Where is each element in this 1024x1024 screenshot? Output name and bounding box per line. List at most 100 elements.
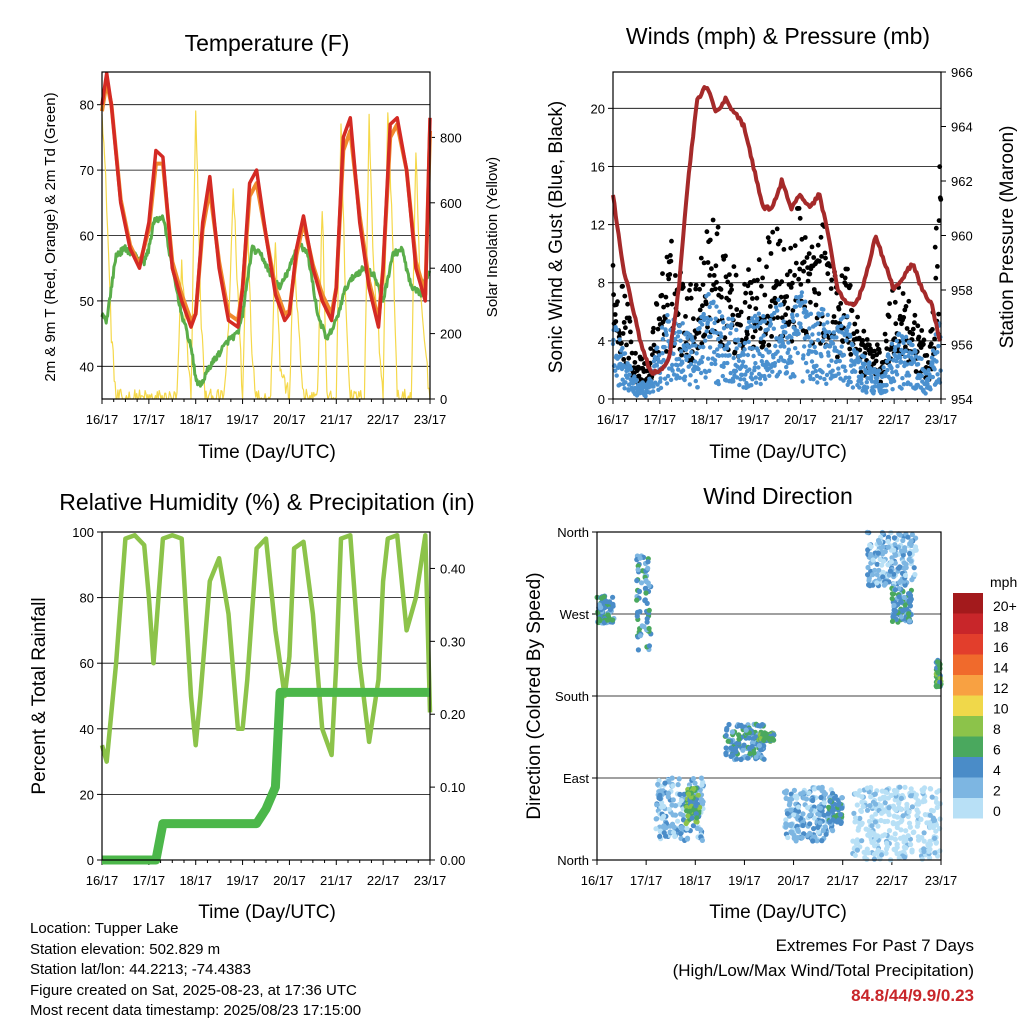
wind-point	[664, 381, 670, 386]
gust-point	[711, 273, 717, 278]
wind-point	[749, 383, 754, 388]
wind-point	[662, 345, 667, 350]
wind-point	[889, 366, 894, 371]
gust-point	[661, 304, 666, 310]
wind-point	[881, 365, 886, 370]
wind-point	[915, 362, 921, 367]
direction-point	[852, 819, 858, 825]
wind-point	[717, 309, 722, 314]
gust-point	[882, 331, 888, 337]
wind-point	[742, 340, 748, 346]
x-tick-label: 16/17	[581, 873, 614, 888]
x-tick-label: 22/17	[878, 412, 911, 427]
direction-point	[643, 590, 649, 596]
wind-point	[651, 384, 656, 389]
legend-swatch	[953, 736, 983, 757]
direction-point	[932, 835, 938, 841]
direction-point	[733, 756, 740, 762]
direction-point	[788, 823, 794, 829]
wind-point	[748, 324, 753, 329]
direction-point	[685, 813, 691, 819]
wind-point	[901, 382, 907, 387]
direction-point	[870, 557, 876, 563]
wind-point	[848, 379, 853, 385]
direction-point	[932, 817, 938, 823]
x-tick-label: 17/17	[630, 873, 663, 888]
wind-point	[741, 352, 746, 357]
gust-point	[699, 341, 705, 346]
wind-point	[775, 349, 780, 354]
wind-point	[818, 375, 823, 380]
wind-point	[632, 374, 637, 379]
gust-point	[899, 321, 904, 327]
wind-point	[614, 373, 619, 378]
direction-point	[912, 547, 918, 554]
wind-point	[834, 335, 839, 340]
x-tick-label: 23/17	[925, 873, 958, 888]
gust-point	[847, 346, 853, 352]
wind-point	[647, 390, 652, 395]
plot-frame	[101, 71, 431, 400]
direction-point	[644, 600, 650, 607]
gust-point	[766, 239, 772, 245]
gust-point	[847, 283, 853, 288]
wind-point	[675, 334, 681, 339]
wind-point	[772, 310, 777, 316]
direction-point	[738, 756, 744, 762]
gust-point	[840, 339, 846, 344]
direction-point	[605, 617, 611, 623]
y-tick-label: East	[563, 771, 589, 786]
direction-point	[671, 824, 677, 830]
gust-point	[770, 229, 776, 235]
wind-point	[853, 369, 858, 374]
gust-point	[701, 260, 707, 266]
wind-point	[716, 353, 722, 358]
direction-point	[879, 562, 885, 568]
gust-point	[727, 272, 732, 277]
direction-point	[814, 838, 820, 844]
gust-point	[612, 312, 618, 317]
direction-point	[645, 565, 651, 571]
direction-point	[874, 580, 880, 586]
gust-point	[906, 298, 912, 304]
wind-point	[806, 335, 811, 340]
gust-point	[790, 280, 795, 286]
gust-point	[805, 278, 811, 284]
direction-point	[880, 544, 886, 550]
wind-point	[750, 377, 755, 382]
gust-point	[754, 295, 760, 301]
direction-point	[879, 852, 885, 858]
y-tick-label: 70	[80, 163, 94, 178]
direction-point	[864, 785, 870, 791]
direction-point	[898, 599, 904, 605]
x-tick-label: 22/17	[367, 873, 400, 888]
wind-point	[726, 340, 731, 346]
wind-point	[623, 380, 628, 385]
direction-point	[835, 802, 842, 808]
x-tick-label: 17/17	[133, 412, 166, 427]
wind-point	[809, 349, 814, 354]
wind-point	[815, 337, 821, 343]
wind-point	[677, 329, 683, 335]
direction-point	[644, 619, 650, 625]
gust-point	[731, 264, 737, 269]
wind-point	[712, 320, 717, 326]
direction-point	[909, 577, 915, 583]
direction-point	[654, 802, 660, 808]
wind-point	[896, 343, 901, 348]
direction-point	[694, 825, 700, 832]
direction-point	[635, 563, 641, 569]
direction-point	[892, 542, 898, 548]
y-tick-label: 16	[591, 159, 605, 174]
gust-point	[679, 352, 684, 358]
x-tick-label: 16/17	[86, 873, 119, 888]
y-tick-label: 4	[598, 334, 605, 349]
wind-point	[909, 351, 915, 356]
direction-point	[821, 800, 827, 806]
wind-point	[923, 391, 928, 396]
direction-point	[896, 800, 902, 807]
direction-point	[892, 836, 899, 843]
wind-point	[671, 351, 676, 356]
direction-point	[905, 534, 911, 540]
extremes-title: Extremes For Past 7 Days	[775, 936, 974, 955]
